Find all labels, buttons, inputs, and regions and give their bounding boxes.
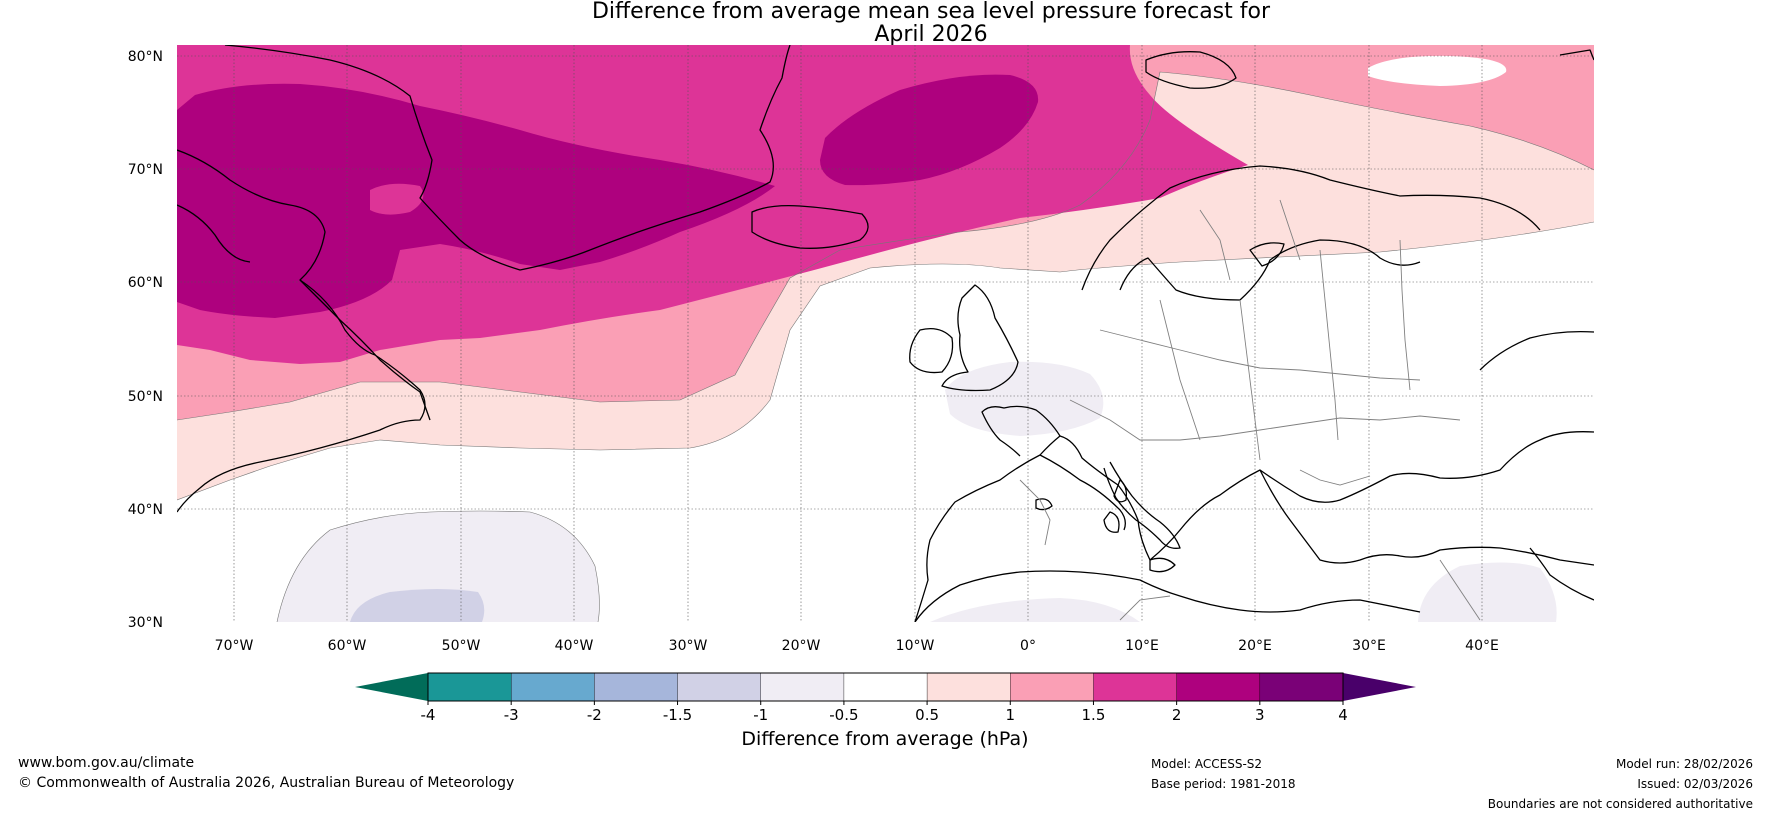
- lon-label: 40°W: [555, 638, 594, 654]
- colorbar-swatch: [1010, 672, 1095, 702]
- footer-model-run: Model run: 28/02/2026: [1615, 757, 1753, 771]
- title-line-2: April 2026: [874, 22, 988, 47]
- arctic-neutral-patch: [1368, 55, 1507, 86]
- coastline-greece-turkey: [1259, 469, 1594, 566]
- colorbar-swatch: [594, 672, 679, 702]
- anomaly-neg-0.5-region-biscay: [945, 361, 1104, 436]
- colorbar-tick-label: -3: [504, 706, 519, 724]
- coastline-baltic: [1119, 239, 1421, 301]
- anomaly-2-3-region-north-sea: [820, 74, 1039, 186]
- colorbar-swatch: [427, 672, 512, 702]
- coastlines: [177, 45, 1594, 622]
- contour-lines: [177, 71, 1594, 622]
- colorbar-tick-label: 1.5: [1082, 706, 1106, 724]
- coastline-iceland: [751, 204, 869, 249]
- colorbar-tick-label: -4: [421, 706, 436, 724]
- colorbar: -4 -3 -2 -1.5 -1 -0.5 0.5 1 1.5 2 3 4 Difference fr…: [355, 672, 1416, 750]
- anomaly-neg-1-region-atlantic: [350, 589, 485, 622]
- colorbar-swatches: [427, 672, 1344, 702]
- footer-website[interactable]: www.bom.gov.au/climate: [18, 755, 195, 771]
- chart-title: Difference from average mean sea level p…: [0, 0, 1770, 46]
- coastline-ireland: [909, 327, 954, 374]
- map-panel: [177, 45, 1594, 622]
- lon-label: 70°W: [215, 638, 254, 654]
- anomaly-2-3-region-greenland: [177, 83, 775, 318]
- colorbar-tick-label: -0.5: [829, 706, 858, 724]
- anomaly-neg-0.5-region-atlantic: [277, 511, 600, 622]
- colorbar-tick-labels: -4 -3 -2 -1.5 -1 -0.5 0.5 1 1.5 2 3 4: [421, 701, 1348, 724]
- colorbar-tick-label: 1: [1005, 706, 1015, 724]
- footer-disclaimer: Boundaries are not considered authoritat…: [1487, 797, 1753, 811]
- colorbar-swatch: [510, 672, 596, 702]
- colorbar-swatch: [1259, 672, 1344, 702]
- lon-label: 40°E: [1465, 638, 1499, 654]
- coastline-svalbard: [1145, 51, 1237, 89]
- colorbar-swatch: [1093, 672, 1178, 702]
- lon-label: 30°W: [669, 638, 708, 654]
- longitude-labels: 70°W 60°W 50°W 40°W 30°W 20°W 10°W 0° 10…: [215, 638, 1499, 654]
- anomaly-neg-0.5-region-middle-east: [1418, 562, 1557, 622]
- footer-base-period: Base period: 1981-2018: [1151, 777, 1296, 791]
- lon-label: 50°W: [442, 638, 481, 654]
- title-line-1: Difference from average mean sea level p…: [591, 0, 1271, 24]
- coastline-canadian-arctic: [177, 149, 431, 421]
- footer-issued: Issued: 02/03/2026: [1637, 777, 1753, 791]
- colorbar-swatch: [677, 672, 762, 702]
- lon-label: 60°W: [328, 638, 367, 654]
- colorbar-swatch: [843, 672, 928, 702]
- colorbar-over-arrow: [1343, 673, 1416, 701]
- colorbar-swatch: [926, 672, 1011, 702]
- graticule: [177, 45, 1594, 622]
- colorbar-swatch: [760, 672, 845, 702]
- anomaly-neg-0.5-region-med: [930, 598, 1140, 622]
- latitude-labels: 80°N 70°N 60°N 50°N 40°N 30°N: [128, 49, 163, 631]
- anomaly-1.5-2-notch: [370, 183, 424, 215]
- footer-copyright: © Commonwealth of Australia 2026, Austra…: [18, 775, 515, 791]
- footer-model: Model: ACCESS-S2: [1151, 757, 1263, 771]
- colorbar-label: Difference from average (hPa): [741, 728, 1028, 750]
- lon-label: 30°E: [1352, 638, 1386, 654]
- colorbar-tick-label: 0.5: [915, 706, 939, 724]
- lon-label: 0°: [1020, 638, 1036, 654]
- colorbar-under-arrow: [355, 673, 428, 701]
- colorbar-tick-label: -1.5: [663, 706, 692, 724]
- lat-label: 40°N: [128, 502, 163, 518]
- coastline-greenland: [224, 45, 791, 271]
- lon-label: 10°E: [1125, 638, 1159, 654]
- lon-label: 20°W: [782, 638, 821, 654]
- lat-label: 80°N: [128, 49, 163, 65]
- coastline-north-africa: [914, 570, 1421, 622]
- colorbar-tick-label: -1: [753, 706, 768, 724]
- lat-label: 50°N: [128, 389, 163, 405]
- country-borders: [1019, 199, 1481, 621]
- lat-label: 70°N: [128, 162, 163, 178]
- coastline-labrador: [177, 279, 426, 513]
- colorbar-tick-label: 4: [1338, 706, 1348, 724]
- lat-label: 30°N: [128, 615, 163, 631]
- colorbar-tick-label: 2: [1172, 706, 1182, 724]
- lon-label: 10°W: [896, 638, 935, 654]
- lon-label: 20°E: [1238, 638, 1272, 654]
- coastline-great-britain: [941, 284, 1019, 392]
- lat-label: 60°N: [128, 275, 163, 291]
- coastline-scandinavia: [1081, 165, 1541, 291]
- colorbar-outline: [427, 672, 1344, 702]
- colorbar-tick-label: 3: [1255, 706, 1265, 724]
- colorbar-swatch: [1176, 672, 1261, 702]
- colorbar-tick-label: -2: [587, 706, 602, 724]
